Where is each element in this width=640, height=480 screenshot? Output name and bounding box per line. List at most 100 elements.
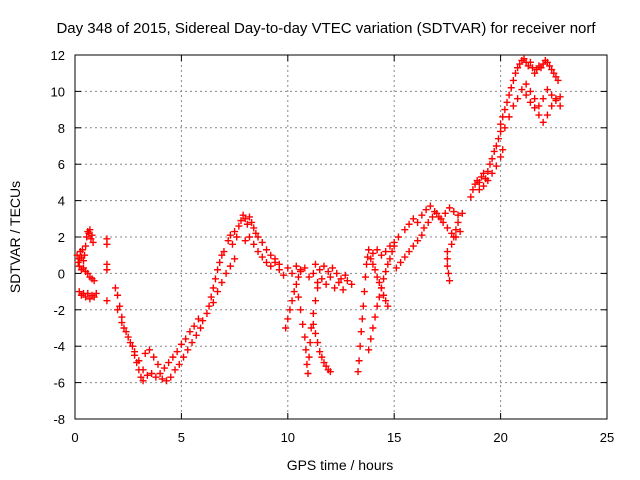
data-point: [175, 360, 183, 368]
data-point: [141, 349, 149, 357]
data-point: [263, 258, 271, 266]
data-point: [422, 206, 430, 214]
data-point: [382, 297, 390, 305]
data-point: [475, 178, 483, 186]
grid-lines: [75, 55, 607, 419]
data-point: [326, 273, 334, 281]
data-point: [397, 258, 405, 266]
y-tick-label: 4: [58, 194, 65, 209]
data-point: [297, 266, 305, 274]
data-point: [341, 271, 349, 279]
data-point: [311, 260, 319, 268]
data-point: [131, 348, 139, 356]
data-point: [437, 215, 445, 223]
data-point: [81, 251, 89, 259]
data-point: [116, 302, 124, 310]
data-point: [552, 95, 560, 103]
data-point: [492, 142, 500, 150]
data-point: [263, 246, 271, 254]
data-point: [233, 233, 241, 241]
data-point: [290, 288, 298, 296]
data-point: [139, 366, 147, 374]
chart-title: Day 348 of 2015, Sidereal Day-to-day VTE…: [56, 20, 596, 37]
data-point: [494, 135, 502, 143]
y-tick-label: 12: [51, 48, 65, 63]
data-point: [367, 255, 375, 263]
data-point: [163, 377, 171, 385]
data-point: [177, 340, 185, 348]
x-tick-label: 20: [493, 430, 507, 445]
y-tick-label: 2: [58, 230, 65, 245]
x-tick-label: 0: [71, 430, 78, 445]
data-point: [216, 258, 224, 266]
data-point: [83, 233, 91, 241]
data-point: [186, 328, 194, 336]
data-point: [209, 284, 217, 292]
data-point: [292, 280, 300, 288]
data-point: [254, 233, 262, 241]
data-point: [284, 264, 292, 272]
data-point: [207, 293, 215, 301]
data-point: [248, 218, 256, 226]
data-point: [306, 339, 314, 347]
plot-frame: [74, 54, 608, 420]
data-point: [203, 309, 211, 317]
data-point: [501, 124, 509, 132]
data-point: [433, 209, 441, 217]
data-point: [367, 335, 375, 343]
data-point: [88, 231, 96, 239]
data-point: [365, 246, 373, 254]
data-point: [454, 211, 462, 219]
data-point: [377, 251, 385, 259]
data-point: [316, 266, 324, 274]
data-point: [339, 286, 347, 294]
data-point: [316, 348, 324, 356]
data-point: [450, 233, 458, 241]
data-point: [297, 306, 305, 314]
data-point: [294, 293, 302, 301]
data-point: [235, 222, 243, 230]
data-point: [529, 64, 537, 72]
data-point: [154, 360, 162, 368]
data-point: [171, 366, 179, 374]
data-point: [409, 242, 417, 250]
data-point: [548, 102, 556, 110]
data-point: [535, 102, 543, 110]
data-point: [359, 302, 367, 310]
data-point: [384, 260, 392, 268]
data-point: [499, 113, 507, 121]
data-point: [388, 248, 396, 256]
data-point: [386, 255, 394, 263]
data-point: [386, 242, 394, 250]
data-point: [288, 269, 296, 277]
data-point: [120, 324, 128, 332]
data-point: [288, 297, 296, 305]
data-point: [348, 280, 356, 288]
data-point: [556, 102, 564, 110]
data-point: [211, 275, 219, 283]
data-point: [405, 248, 413, 256]
data-point: [84, 269, 92, 277]
data-point: [477, 173, 485, 181]
data-point: [548, 91, 556, 99]
data-point: [182, 335, 190, 343]
data-point: [418, 231, 426, 239]
x-tick-label: 25: [600, 430, 614, 445]
data-point: [254, 248, 262, 256]
data-point: [522, 80, 530, 88]
data-point: [390, 238, 398, 246]
data-point: [237, 217, 245, 225]
data-point: [209, 299, 217, 307]
data-point: [471, 180, 479, 188]
data-point: [87, 235, 95, 243]
data-point: [286, 306, 294, 314]
data-point: [371, 266, 379, 274]
data-point: [486, 160, 494, 168]
data-point: [514, 95, 522, 103]
data-point: [373, 246, 381, 254]
data-point: [222, 269, 230, 277]
data-point: [484, 167, 492, 175]
data-point: [539, 95, 547, 103]
data-point: [302, 346, 310, 354]
